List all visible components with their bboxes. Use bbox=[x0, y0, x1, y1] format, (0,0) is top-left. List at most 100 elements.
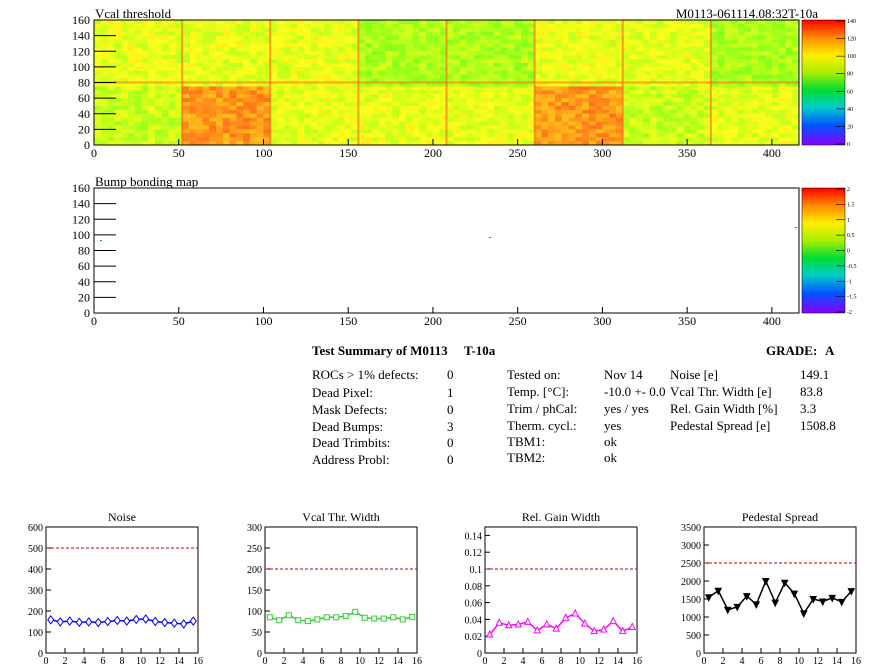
heatmap-cell bbox=[324, 121, 332, 126]
heatmap-cell bbox=[385, 117, 393, 122]
heatmap-cell bbox=[439, 141, 447, 146]
heatmap-cell bbox=[575, 94, 583, 99]
heatmap-cell bbox=[385, 133, 393, 138]
heatmap-cell bbox=[432, 35, 441, 40]
heatmap-cell bbox=[392, 86, 400, 91]
heatmap-cell bbox=[439, 35, 447, 40]
heatmap-cell bbox=[392, 141, 400, 146]
heatmap-cell bbox=[717, 98, 725, 103]
heatmap-cell bbox=[324, 62, 332, 68]
heatmap-cell bbox=[453, 109, 461, 115]
heatmap-cell bbox=[710, 82, 719, 87]
heatmap-cell bbox=[690, 82, 698, 87]
x-tick-label: 2 bbox=[63, 656, 68, 667]
heatmap-cell bbox=[466, 117, 475, 122]
heatmap-cell bbox=[785, 141, 793, 146]
heatmap-cell bbox=[243, 125, 251, 130]
heatmap-cell bbox=[609, 43, 617, 48]
heatmap-cell bbox=[243, 86, 251, 91]
heatmap-cell bbox=[493, 105, 502, 111]
heatmap-cell bbox=[371, 98, 380, 103]
heatmap-cell bbox=[202, 117, 210, 122]
x-tick-label: 12 bbox=[155, 656, 165, 667]
heatmap-cell bbox=[175, 133, 183, 138]
data-point bbox=[818, 598, 827, 607]
heatmap-cell bbox=[480, 102, 488, 107]
heatmap-cell bbox=[602, 66, 610, 72]
heatmap-cell bbox=[243, 43, 251, 48]
heatmap-cell bbox=[134, 94, 142, 99]
heatmap-cell bbox=[683, 66, 691, 72]
heatmap-cell bbox=[358, 62, 366, 68]
heatmap-cell bbox=[534, 109, 542, 115]
heatmap-cell bbox=[588, 133, 597, 138]
heatmap-cell bbox=[697, 43, 705, 48]
heatmap-cell bbox=[317, 105, 325, 111]
heatmap-cell bbox=[575, 59, 583, 64]
heatmap-cell bbox=[378, 47, 386, 52]
heatmap-cell bbox=[480, 55, 488, 60]
heatmap-cell bbox=[771, 31, 780, 37]
heatmap-cell bbox=[609, 109, 617, 115]
heatmap-cell bbox=[744, 27, 752, 33]
heatmap-cell bbox=[514, 98, 522, 103]
heatmap-cell bbox=[385, 78, 393, 83]
heatmap-cell bbox=[744, 90, 752, 95]
heatmap-cell bbox=[107, 74, 115, 79]
heatmap-cell bbox=[107, 82, 115, 87]
heatmap-cell bbox=[453, 74, 461, 79]
heatmap-cell bbox=[554, 113, 563, 119]
heatmap-cell bbox=[365, 109, 373, 115]
heatmap-cell bbox=[792, 35, 800, 40]
heatmap-cell bbox=[460, 141, 468, 146]
heatmap-cell bbox=[582, 35, 590, 40]
heatmap-cell bbox=[737, 121, 746, 126]
heatmap-cell bbox=[412, 47, 420, 52]
heatmap-cell bbox=[114, 55, 122, 60]
heatmap-cell bbox=[466, 121, 475, 126]
heatmap-cell bbox=[100, 55, 108, 60]
heatmap-cell bbox=[521, 51, 529, 56]
heatmap-cell bbox=[541, 98, 549, 103]
heatmap-cell bbox=[453, 141, 461, 146]
heatmap-cell bbox=[405, 39, 414, 44]
heatmap-cell bbox=[412, 23, 420, 29]
heatmap-cell bbox=[188, 43, 197, 48]
heatmap-cell bbox=[405, 31, 414, 37]
vcal-map-x-axis: 0 50 100 150 200 250 300 350 400 bbox=[91, 139, 781, 160]
heatmap-cell bbox=[697, 74, 705, 79]
heatmap-cell bbox=[338, 70, 346, 76]
heatmap-cell bbox=[541, 117, 549, 122]
heatmap-cell bbox=[771, 39, 780, 44]
heatmap-cell bbox=[582, 20, 590, 25]
heatmap-cell bbox=[338, 117, 346, 122]
heatmap-cell bbox=[392, 133, 400, 138]
heatmap-cell bbox=[683, 133, 691, 138]
heatmap-cell bbox=[765, 74, 773, 79]
heatmap-cell bbox=[466, 105, 475, 111]
heatmap-cell bbox=[270, 98, 278, 103]
heatmap-cell bbox=[521, 117, 529, 122]
heatmap-cell bbox=[121, 47, 129, 52]
heatmap-cell bbox=[534, 31, 542, 37]
heatmap-cell bbox=[588, 35, 597, 40]
x-tick-label: 0 bbox=[91, 314, 97, 328]
heatmap-cell bbox=[148, 23, 156, 29]
heatmap-cell bbox=[222, 74, 230, 79]
heatmap-cell bbox=[751, 121, 759, 126]
heatmap-cell bbox=[792, 82, 800, 87]
heatmap-cell bbox=[704, 59, 712, 64]
heatmap-cell bbox=[602, 74, 610, 79]
heatmap-cell bbox=[446, 47, 454, 52]
heatmap-cell bbox=[778, 51, 786, 56]
heatmap-cell bbox=[216, 109, 224, 115]
heatmap-cell bbox=[568, 94, 576, 99]
heatmap-cell bbox=[358, 78, 366, 83]
x-tick-label: 6 bbox=[540, 656, 545, 667]
heatmap-cell bbox=[405, 82, 414, 87]
heatmap-cell bbox=[378, 113, 386, 119]
heatmap-cell bbox=[365, 113, 373, 119]
heatmap-cell bbox=[263, 59, 271, 64]
heatmap-cell bbox=[473, 62, 481, 68]
heatmap-cell bbox=[582, 31, 590, 37]
